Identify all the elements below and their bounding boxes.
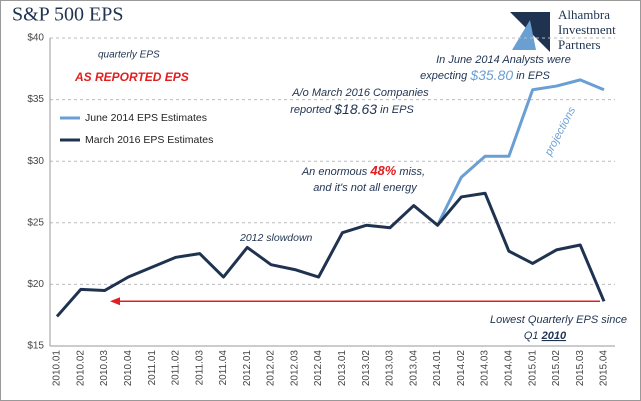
x-tick-label: 2012.04 [313,350,324,387]
annotation-part: 2010 [541,330,567,342]
y-tick-label: $35 [27,94,44,105]
annotation-part: In June 2014 Analysts were [436,54,571,66]
series-line [436,78,605,226]
x-tick-label: 2013.01 [337,350,348,387]
y-tick-label: $20 [27,279,44,290]
x-tick-label: 2014.02 [456,350,467,387]
logo-text: Partners [558,37,601,52]
annotation: In June 2014 Analysts were expecting $35… [420,54,574,83]
annotation-part: expecting [420,70,468,82]
y-tick-label: $30 [27,156,44,167]
x-tick-label: 2011.03 [194,350,205,386]
annotation-part: reported [290,104,332,116]
x-tick-label: 2013.04 [408,350,419,387]
y-tick-label: $40 [27,33,44,44]
x-tick-label: 2012.02 [266,350,277,387]
annotation: quarterly EPS [98,50,160,61]
logo-text: Investment [558,22,616,37]
annotation-part: 48% [369,163,396,178]
annotation-part: An enormous [301,166,368,178]
y-tick-label: $15 [27,341,44,352]
x-tick-label: 2015.01 [527,350,538,387]
annotation-part: Lowest Quarterly EPS since [490,314,627,326]
annotation: A/o March 2016 Companies reported $18.63… [290,87,432,117]
chart-title: S&P 500 EPS [12,4,124,26]
x-tick-label: 2014.01 [432,350,443,387]
annotation-part: and it's not all energy [313,182,418,194]
x-tick-label: 2010.03 [99,350,110,387]
arrow-head [110,297,120,306]
annotation-part: $35.80 [469,67,513,83]
x-tick-label: 2015.02 [551,350,562,387]
x-tick-label: 2013.02 [361,350,372,387]
x-tick-label: 2010.02 [75,350,86,387]
x-tick-label: 2015.03 [575,350,586,387]
x-tick-label: 2013.03 [385,350,396,387]
annotation: Lowest Quarterly EPS since Q1 2010 [490,314,630,342]
annotation-part: Q1 [524,330,539,342]
x-tick-label: 2014.03 [480,350,491,387]
x-tick-label: 2011.02 [171,350,182,386]
annotation-part: in EPS [380,104,414,116]
x-tick-label: 2010.04 [123,350,134,387]
annotation: An enormous 48% miss, and it's not all e… [301,163,428,193]
x-tick-label: 2012.01 [242,350,253,387]
x-tick-label: 2014.04 [504,350,515,387]
annotation-part: in EPS [516,70,550,82]
x-tick-label: 2010.01 [52,350,63,387]
legend-label: March 2016 EPS Estimates [85,134,213,146]
x-tick-label: 2011.01 [147,350,158,386]
legend-label: June 2014 EPS Estimates [85,112,207,124]
logo-text: Alhambra [558,7,610,22]
logo: Alhambra Investment Partners [510,7,616,52]
annotation: 2012 slowdown [239,232,313,244]
annotation-part: miss, [399,166,425,178]
x-tick-label: 2011.04 [218,350,229,386]
x-tick-label: 2015.04 [599,350,610,387]
annotation-part: $18.63 [333,101,377,117]
x-tick-label: 2012.03 [289,350,300,387]
y-tick-label: $25 [27,217,44,228]
annotation: AS REPORTED EPS [74,70,189,84]
logo-mark [512,20,536,50]
series-line [55,191,606,318]
annotation-part: A/o March 2016 Companies [291,87,429,99]
